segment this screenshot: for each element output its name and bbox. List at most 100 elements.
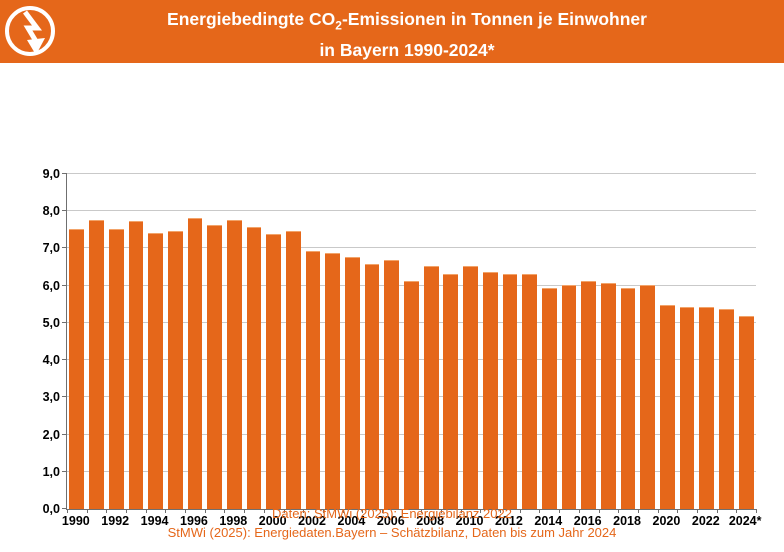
source-line2: StMWi (2025): Energiedaten.Bayern – Schä…: [167, 525, 617, 540]
bar-1995: [167, 230, 183, 509]
x-axis-labels: 1990 1992 1994 1996 1998 2000 2002 2004 2006 2008…: [62, 514, 762, 530]
bar-2017: [600, 282, 616, 509]
bar-1997: [207, 225, 222, 509]
bar-2013: [522, 273, 537, 509]
x-axis-tick: [283, 509, 285, 513]
x-axis-tick: [677, 509, 679, 513]
x-axis-tick: [244, 509, 246, 513]
x-axis-tick-label: 2010: [455, 514, 484, 528]
x-axis-tick-label: 1994: [140, 514, 169, 528]
bar-2019: [640, 284, 656, 509]
chart-title-line2: in Bayern 1990-2024*: [319, 39, 495, 60]
x-axis-tick: [204, 509, 206, 513]
bar-2007: [404, 280, 419, 509]
gridline: [67, 173, 756, 174]
x-axis-tick-label: 2006: [376, 514, 405, 528]
x-axis-tick-label: 2016: [573, 514, 602, 528]
bar-2000: [266, 234, 282, 509]
x-axis-tick: [441, 509, 443, 513]
y-axis-tick-label: 8,0: [42, 204, 60, 219]
x-axis-tick: [618, 509, 620, 513]
x-axis-tick-label: 2000: [258, 514, 287, 528]
bar-2012: [502, 273, 518, 509]
y-axis-tick-label: 9,0: [42, 167, 60, 181]
x-axis-tick: [598, 509, 600, 513]
bar-2024: [738, 316, 754, 509]
x-axis-tick-label: 2004: [337, 514, 366, 528]
y-axis-tick: [62, 433, 67, 435]
x-axis-tick: [165, 509, 167, 513]
x-axis-tick: [362, 509, 364, 513]
bar-2015: [561, 284, 577, 509]
y-axis-tick-label: 2,0: [42, 427, 60, 442]
x-axis-tick: [342, 509, 344, 513]
bar-2020: [660, 305, 675, 509]
x-axis-tick-label: 2002: [298, 514, 326, 528]
x-axis-tick: [303, 509, 305, 513]
source-line1: Daten: StMWi (2025): Energiebilanz 2022: [272, 506, 512, 521]
chart-title: Energiebedingte CO2-Emissionen in Tonnen…: [64, 7, 750, 62]
x-axis-tick: [637, 509, 639, 513]
source-note: Daten: StMWi (2025): Energiebilanz 2022 …: [0, 504, 784, 542]
x-axis-tick: [716, 509, 718, 513]
x-axis-tick-label: 2018: [613, 514, 641, 528]
y-axis-tick: [62, 470, 67, 472]
x-axis-tick: [500, 509, 502, 513]
bar-2001: [286, 230, 301, 509]
lightning-arrow-icon: [0, 0, 64, 63]
y-axis-tick: [62, 173, 67, 174]
x-axis-tick: [185, 509, 187, 513]
y-axis-tick: [62, 508, 67, 509]
x-axis-tick: [421, 509, 423, 513]
y-axis-labels: 0,0 1,0 2,0 3,0 4,0 5,0 6,0 7,0 8,0 9,0: [0, 168, 60, 516]
x-axis-tick-label: 1996: [180, 514, 208, 528]
x-axis-tick: [657, 509, 659, 513]
y-axis-tick: [62, 247, 67, 249]
x-axis-tick-label: 2022: [691, 514, 720, 528]
x-axis-tick: [322, 509, 324, 513]
x-axis-tick-label: 2020: [652, 514, 681, 528]
y-axis-tick-label: 6,0: [42, 278, 60, 293]
header-bar: Energiebedingte CO2-Emissionen in Tonnen…: [0, 0, 784, 63]
bar-2011: [482, 271, 498, 509]
x-axis-tick: [106, 509, 108, 513]
y-axis-tick-label: 4,0: [42, 353, 60, 368]
x-axis-tick-label: 2024*: [728, 514, 762, 528]
bar-2008: [423, 266, 439, 509]
x-axis-tick-label: 1990: [61, 514, 90, 528]
x-axis-tick-label: 1992: [101, 514, 130, 528]
bar-1998: [226, 219, 242, 509]
bar-1999: [246, 226, 262, 509]
x-axis-tick: [480, 509, 482, 513]
x-axis-tick: [519, 509, 521, 513]
x-axis-tick: [539, 509, 541, 513]
y-axis-tick: [62, 321, 67, 323]
bar-2022: [699, 307, 715, 509]
gridline: [67, 247, 756, 249]
x-axis-tick-label: 2014: [534, 514, 563, 528]
x-axis-tick-label: 2012: [495, 514, 523, 528]
x-axis-tick: [86, 509, 88, 513]
y-axis-tick-label: 3,0: [42, 390, 60, 405]
bar-2014: [541, 288, 557, 509]
gridline: [67, 210, 756, 212]
y-axis-tick-label: 0,0: [42, 502, 60, 516]
co2-subscript: 2: [335, 18, 342, 33]
x-axis-tick: [145, 509, 147, 513]
bar-2023: [719, 308, 734, 509]
x-axis-tick: [401, 509, 403, 513]
x-axis-tick: [224, 509, 226, 513]
chart-area: 0,0 1,0 2,0 3,0 4,0 5,0 6,0 7,0 8,0 9,0 1990 1992 1…: [0, 63, 784, 528]
bar-1991: [89, 219, 104, 509]
bar-2016: [581, 280, 597, 509]
bar-2009: [443, 273, 459, 509]
x-axis-tick: [381, 509, 383, 513]
x-axis-tick: [67, 509, 68, 513]
x-axis-tick: [696, 509, 698, 513]
bar-1990: [69, 228, 85, 509]
y-axis-tick: [62, 359, 67, 361]
x-axis-tick: [460, 509, 462, 513]
bar-2005: [364, 264, 380, 509]
x-axis-tick: [578, 509, 580, 513]
bar-2002: [305, 251, 321, 509]
